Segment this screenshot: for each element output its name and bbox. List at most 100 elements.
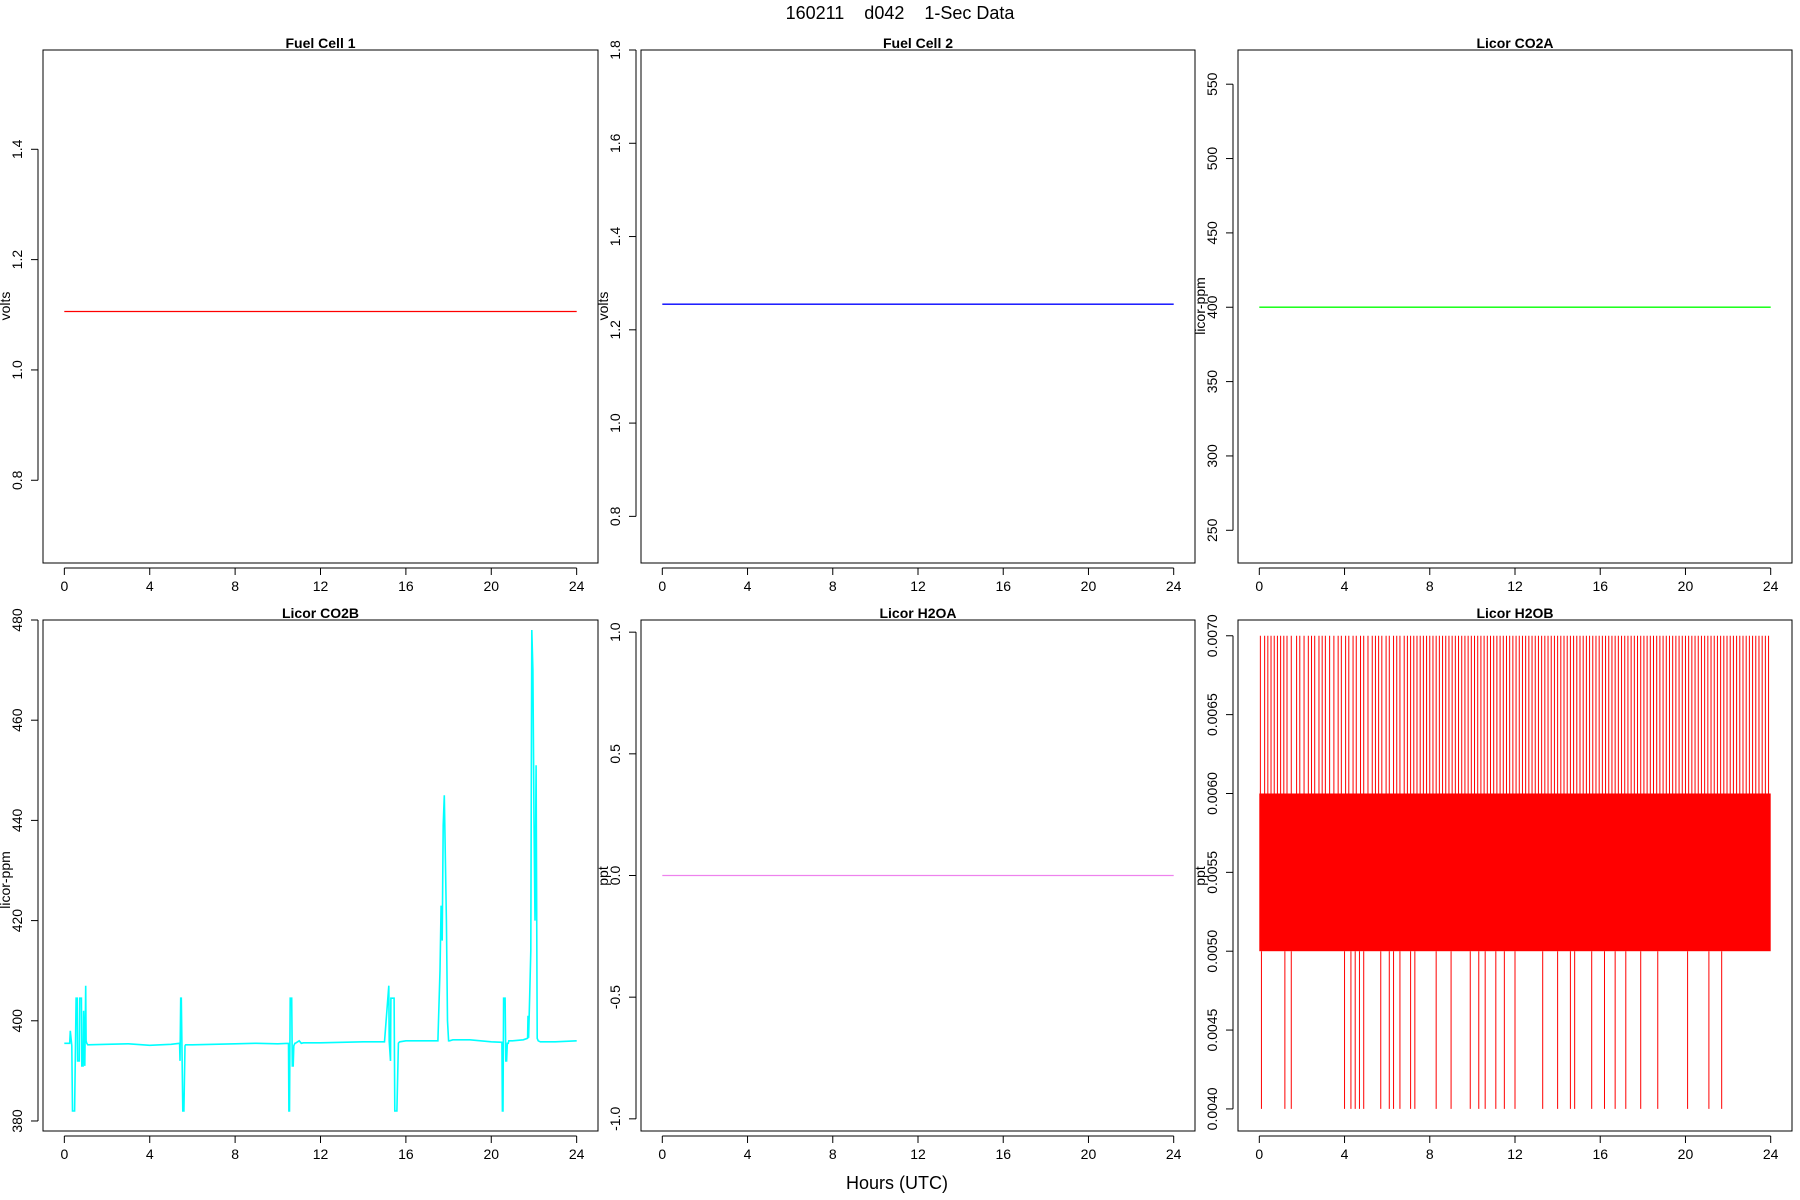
plot-frame: [1237, 619, 1793, 1132]
y-tick-label: 500: [1204, 147, 1220, 171]
y-tick-label: 0.0045: [1204, 1008, 1220, 1051]
panel-title: Licor H2OB: [1476, 605, 1553, 621]
y-tick-label: 1.0: [607, 622, 623, 642]
x-tick-label: 0: [60, 578, 68, 594]
y-tick-label: 1.2: [607, 320, 623, 340]
y-tick-label: -0.5: [607, 985, 623, 1009]
figure-title: 160211 d042 1-Sec Data: [786, 3, 1016, 23]
y-tick-label: 1.4: [9, 139, 25, 159]
plot-frame: [640, 619, 1196, 1132]
y-tick-label: 0.0055: [1204, 851, 1220, 894]
x-tick-label: 12: [1507, 1146, 1523, 1162]
x-tick-label: 24: [1763, 1146, 1779, 1162]
y-axis-label: licor-ppm: [0, 851, 13, 909]
y-axis-label: volts: [0, 292, 13, 321]
y-tick-label: 1.2: [9, 250, 25, 270]
y-tick-label: 420: [9, 909, 25, 933]
panel-title: Fuel Cell 2: [883, 35, 953, 51]
plot-frame: [42, 49, 599, 564]
y-tick-label: 0.8: [9, 470, 25, 490]
x-tick-label: 24: [1763, 578, 1779, 594]
x-tick-label: 8: [231, 578, 239, 594]
x-tick-label: 4: [146, 1146, 154, 1162]
y-tick-label: 1.0: [607, 413, 623, 433]
y-tick-label: 1.8: [607, 40, 623, 60]
y-axis-label: ppt: [1192, 866, 1208, 886]
y-tick-label: 1.4: [607, 227, 623, 247]
panel-title: Licor H2OA: [879, 605, 956, 621]
y-tick-label: 0.0070: [1204, 614, 1220, 657]
x-tick-label: 4: [1341, 1146, 1349, 1162]
y-tick-label: -1.0: [607, 1107, 623, 1131]
x-tick-label: 12: [910, 578, 926, 594]
x-tick-label: 0: [658, 578, 666, 594]
x-tick-label: 4: [1341, 578, 1349, 594]
y-tick-label: 300: [1204, 444, 1220, 468]
x-tick-label: 24: [569, 1146, 585, 1162]
x-tick-label: 8: [231, 1146, 239, 1162]
panel-title: Licor CO2A: [1476, 35, 1553, 51]
y-tick-label: 250: [1204, 518, 1220, 542]
y-tick-label: 0.8: [607, 506, 623, 526]
x-tick-label: 0: [658, 1146, 666, 1162]
x-tick-label: 12: [910, 1146, 926, 1162]
data-band: [1259, 793, 1771, 952]
x-tick-label: 16: [995, 1146, 1011, 1162]
series-line: [64, 629, 577, 1112]
x-tick-label: 24: [1166, 1146, 1182, 1162]
x-tick-label: 16: [1592, 1146, 1608, 1162]
x-axis-label: Hours (UTC): [846, 1173, 948, 1193]
panel-1: Fuel Cell 1 volts 0 4 8 12 16 20 24 0.8 1.0 1.2 1.4: [0, 35, 599, 594]
panel-2: Fuel Cell 2 volts 0 4 8 12 16 20 24 0.8 1.0 1.2 1.4 1…: [595, 35, 1196, 594]
plot-frame: [1237, 49, 1793, 564]
x-tick-label: 4: [146, 578, 154, 594]
x-tick-label: 12: [313, 1146, 329, 1162]
x-tick-label: 20: [483, 578, 499, 594]
y-tick-label: 440: [9, 808, 25, 832]
panel-title: Fuel Cell 1: [285, 35, 355, 51]
y-axis-label: ppt: [595, 866, 611, 886]
x-tick-label: 8: [1426, 578, 1434, 594]
y-tick-label: 380: [9, 1109, 25, 1133]
x-tick-label: 8: [829, 578, 837, 594]
panel-3: Licor CO2A licor-ppm 0 4 8 12 16 20 24 250 300 350 4…: [1192, 35, 1793, 594]
y-tick-label: 0.0050: [1204, 930, 1220, 973]
y-tick-label: 400: [9, 1009, 25, 1033]
y-tick-label: 460: [9, 708, 25, 732]
x-tick-label: 0: [60, 1146, 68, 1162]
y-axis-label: licor-ppm: [1192, 277, 1208, 335]
y-tick-label: 550: [1204, 72, 1220, 96]
y-tick-label: 0.0060: [1204, 772, 1220, 815]
x-tick-label: 20: [1678, 1146, 1694, 1162]
x-tick-label: 4: [744, 578, 752, 594]
panel-6: Licor H2OB ppt 0 4 8 12 16 20 24 0.0040 0.0045 0.00…: [1192, 605, 1793, 1162]
x-tick-label: 16: [398, 578, 414, 594]
y-tick-label: 0.0: [607, 866, 623, 886]
x-tick-label: 24: [569, 578, 585, 594]
plot-frame: [640, 49, 1196, 564]
x-tick-label: 0: [1255, 1146, 1263, 1162]
x-tick-label: 8: [829, 1146, 837, 1162]
y-tick-label: 0.0040: [1204, 1087, 1220, 1130]
y-tick-label: 480: [9, 608, 25, 632]
x-tick-label: 4: [744, 1146, 752, 1162]
panel-5: Licor H2OA ppt 0 4 8 12 16 20 24 -1.0 -0.5 0.0 0.5 1.…: [595, 605, 1196, 1162]
x-tick-label: 20: [1081, 578, 1097, 594]
x-tick-label: 16: [995, 578, 1011, 594]
y-tick-label: 0.5: [607, 744, 623, 764]
x-tick-label: 20: [483, 1146, 499, 1162]
y-tick-label: 1.6: [607, 133, 623, 153]
x-tick-label: 12: [313, 578, 329, 594]
x-tick-label: 20: [1678, 578, 1694, 594]
y-tick-label: 1.0: [9, 360, 25, 380]
x-tick-label: 12: [1507, 578, 1523, 594]
panel-title: Licor CO2B: [282, 605, 359, 621]
y-tick-label: 400: [1204, 295, 1220, 319]
y-tick-label: 0.0065: [1204, 693, 1220, 736]
y-tick-label: 450: [1204, 221, 1220, 245]
x-tick-label: 16: [1592, 578, 1608, 594]
y-axis-label: volts: [595, 292, 611, 321]
plot-frame: [42, 619, 599, 1132]
